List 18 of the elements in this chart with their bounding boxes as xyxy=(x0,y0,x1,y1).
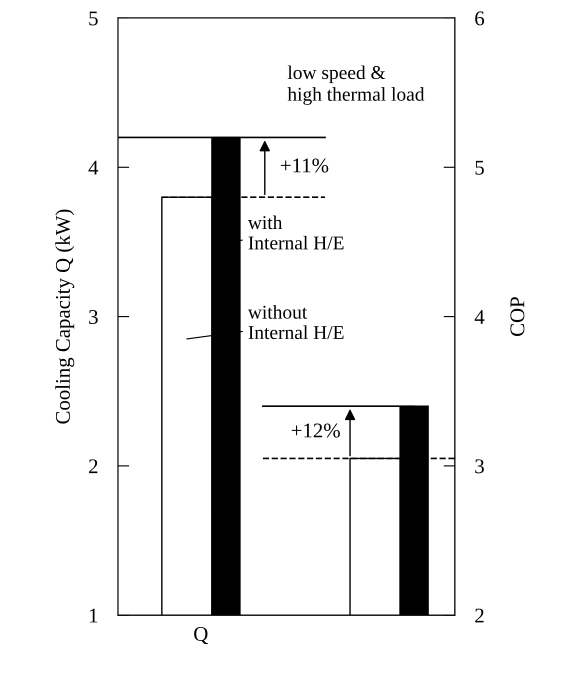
annotation: low speed & high thermal load xyxy=(288,65,424,105)
y-tick-label: 4 xyxy=(88,160,98,175)
y-tick-label: 3 xyxy=(89,310,98,324)
y-tick-label: 5 xyxy=(89,12,98,26)
annotation: without Internal H/E xyxy=(248,305,344,340)
y-tick-label: 1 xyxy=(90,608,98,622)
y2-tick-label: 6 xyxy=(475,11,484,26)
y2-tick-label: 4 xyxy=(474,310,484,324)
y-axis-title: Cooling Capacity Q (kW) xyxy=(55,210,74,424)
annotation: +11% xyxy=(280,158,328,173)
y-tick-label: 2 xyxy=(89,459,98,474)
y2-tick-label: 3 xyxy=(475,459,484,474)
x-tick-label: Q xyxy=(194,626,208,644)
annotation: with Internal H/E xyxy=(248,215,344,250)
annotation: +12% xyxy=(292,423,340,438)
y2-axis-title: COP xyxy=(510,297,524,336)
y2-tick-label: 2 xyxy=(475,608,484,622)
y2-tick-label: 5 xyxy=(476,160,484,175)
